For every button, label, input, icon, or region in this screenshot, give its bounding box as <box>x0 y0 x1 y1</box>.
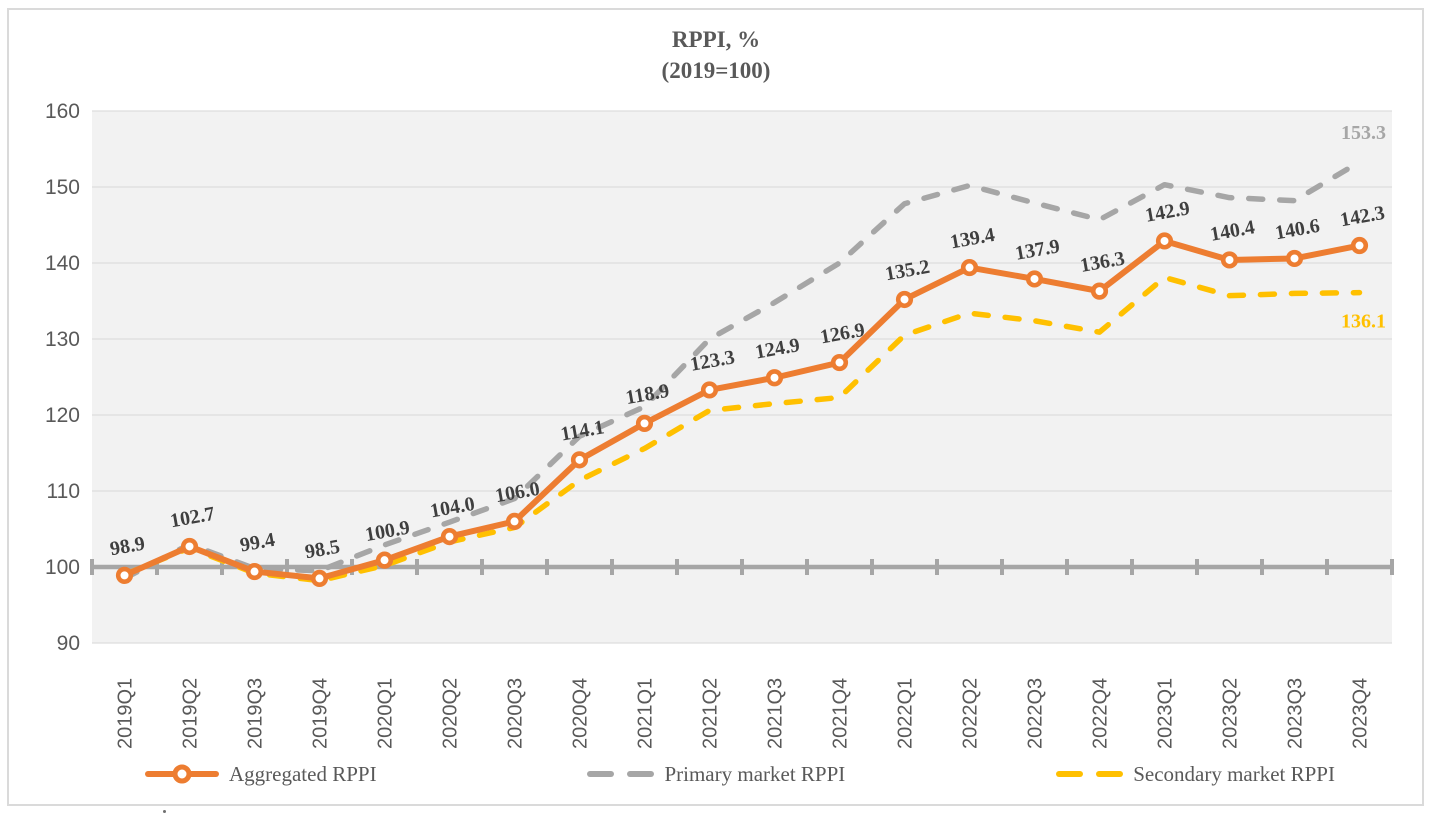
data-point-marker <box>505 512 524 531</box>
x-tick-label: 2019Q1 <box>115 678 137 749</box>
y-tick-label: 90 <box>57 632 80 655</box>
baseline-tick <box>1065 559 1069 575</box>
baseline-tick <box>935 559 939 575</box>
data-point-marker <box>1090 282 1109 300</box>
x-tick-label: 2023Q4 <box>1350 678 1372 749</box>
baseline-tick <box>415 559 419 575</box>
baseline-tick <box>220 559 224 575</box>
series-line-primary <box>121 159 1363 582</box>
stray-dot <box>163 810 166 813</box>
chart-title: RPPI, % (2019=100) <box>0 24 1432 86</box>
baseline-tick <box>805 559 809 575</box>
series-end-label: 153.3 <box>1341 122 1386 144</box>
y-tick-label: 150 <box>45 176 80 199</box>
y-tick-label: 130 <box>45 328 80 351</box>
data-point-marker <box>960 258 979 277</box>
x-tick-label: 2020Q2 <box>440 678 462 749</box>
chart-title-line1: RPPI, % <box>671 27 761 52</box>
data-point-marker <box>115 566 134 584</box>
x-tick-label: 2020Q1 <box>375 678 397 749</box>
data-point-marker <box>245 562 264 581</box>
data-point-marker <box>1025 270 1044 288</box>
baseline-tick <box>1325 559 1329 575</box>
data-point-marker <box>635 414 654 432</box>
x-tick-label: 2021Q4 <box>830 678 852 749</box>
chart-title-line2: (2019=100) <box>661 58 771 83</box>
data-point-marker <box>440 527 459 546</box>
x-tick-label: 2019Q2 <box>180 678 202 749</box>
data-point-marker <box>1155 232 1174 250</box>
data-point-marker <box>375 551 394 569</box>
baseline-tick <box>90 559 94 575</box>
data-point-marker <box>180 537 199 556</box>
y-tick-label: 120 <box>45 404 80 427</box>
baseline-tick <box>1130 559 1134 575</box>
data-point-marker <box>570 451 589 469</box>
x-tick-label: 2023Q3 <box>1285 678 1307 749</box>
baseline-tick <box>675 559 679 575</box>
baseline-tick <box>480 559 484 575</box>
x-tick-label: 2020Q3 <box>505 678 527 749</box>
baseline-tick <box>870 559 874 575</box>
data-point-marker <box>1350 236 1369 255</box>
baseline-tick <box>1260 559 1264 575</box>
data-point-marker <box>895 290 914 309</box>
series-line-aggregated <box>121 237 1363 582</box>
y-tick-label: 110 <box>47 480 80 503</box>
y-tick-label: 140 <box>45 252 80 275</box>
x-tick-label: 2022Q1 <box>895 678 917 749</box>
baseline-tick <box>740 559 744 575</box>
x-tick-label: 2023Q1 <box>1155 678 1177 749</box>
data-point-marker <box>700 381 719 399</box>
x-tick-label: 2020Q4 <box>570 678 592 749</box>
x-tick-label: 2022Q2 <box>960 678 982 749</box>
x-tick-label: 2023Q2 <box>1220 678 1242 749</box>
legend-item-primary: Primary market RPPI <box>587 762 845 787</box>
x-tick-label: 2019Q3 <box>245 678 267 749</box>
aggregated-line-swatch <box>145 764 219 784</box>
data-point-marker <box>1285 249 1304 268</box>
baseline-tick <box>545 559 549 575</box>
legend-label-aggregated: Aggregated RPPI <box>229 761 377 786</box>
baseline-tick <box>285 559 289 575</box>
x-tick-label: 2022Q4 <box>1090 678 1112 749</box>
x-tick-label: 2021Q2 <box>700 678 722 749</box>
x-tick-label: 2021Q3 <box>765 678 787 749</box>
plot-area <box>92 111 1392 643</box>
legend-item-secondary: Secondary market RPPI <box>1056 762 1335 787</box>
x-tick-label: 2022Q3 <box>1025 678 1047 749</box>
legend: Aggregated RPPI Primary market RPPI Seco… <box>145 752 1335 796</box>
legend-label-secondary: Secondary market RPPI <box>1133 761 1335 786</box>
legend-label-primary: Primary market RPPI <box>664 761 846 786</box>
baseline-tick <box>1000 559 1004 575</box>
data-point-marker <box>1220 251 1239 269</box>
primary-dash-swatch <box>587 771 655 777</box>
baseline-tick <box>155 559 159 575</box>
legend-item-aggregated: Aggregated RPPI <box>145 762 377 787</box>
y-tick-label: 160 <box>45 100 80 123</box>
secondary-dash-swatch <box>1056 771 1124 777</box>
data-point-marker <box>310 569 329 588</box>
baseline-tick <box>1390 559 1394 575</box>
aggregated-marker-swatch <box>172 764 192 784</box>
series-end-label: 136.1 <box>1341 311 1386 333</box>
x-tick-label: 2019Q4 <box>310 678 332 749</box>
data-point-marker <box>765 369 784 387</box>
x-tick-label: 2021Q1 <box>635 678 657 749</box>
data-point-marker <box>830 353 849 372</box>
baseline-tick <box>1195 559 1199 575</box>
baseline-tick <box>610 559 614 575</box>
y-tick-label: 100 <box>45 556 80 579</box>
